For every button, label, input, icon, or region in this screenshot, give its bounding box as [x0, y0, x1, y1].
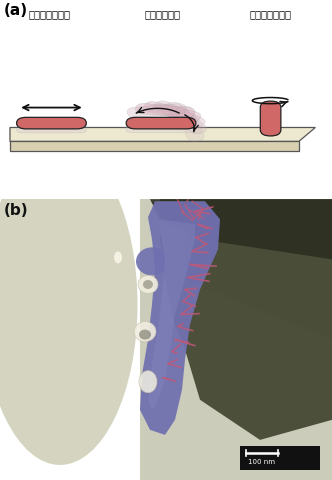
FancyBboxPatch shape: [126, 117, 196, 129]
Text: ピボッティング: ピボッティング: [250, 9, 291, 19]
Ellipse shape: [114, 252, 122, 264]
FancyBboxPatch shape: [176, 106, 204, 141]
FancyBboxPatch shape: [126, 127, 196, 132]
Ellipse shape: [139, 330, 151, 340]
Ellipse shape: [143, 280, 153, 289]
Polygon shape: [148, 219, 195, 410]
FancyBboxPatch shape: [135, 104, 195, 118]
Text: 100 nm: 100 nm: [248, 459, 276, 465]
Ellipse shape: [0, 144, 137, 465]
FancyBboxPatch shape: [17, 127, 86, 133]
Bar: [240, 446, 320, 470]
Text: フリッピング: フリッピング: [145, 9, 181, 19]
FancyBboxPatch shape: [17, 117, 86, 129]
FancyBboxPatch shape: [260, 101, 281, 136]
Polygon shape: [140, 201, 220, 435]
FancyBboxPatch shape: [127, 104, 187, 118]
FancyBboxPatch shape: [260, 127, 281, 132]
FancyBboxPatch shape: [153, 101, 205, 128]
Polygon shape: [150, 199, 332, 259]
Polygon shape: [185, 199, 332, 340]
FancyBboxPatch shape: [143, 102, 201, 122]
Ellipse shape: [134, 322, 156, 342]
FancyBboxPatch shape: [164, 102, 207, 134]
Ellipse shape: [139, 371, 157, 393]
Text: (b): (b): [4, 203, 29, 218]
Ellipse shape: [138, 276, 158, 293]
Ellipse shape: [136, 247, 168, 276]
Bar: [140, 199, 332, 480]
Polygon shape: [10, 128, 315, 142]
Text: スイッチバック: スイッチバック: [29, 9, 71, 19]
Text: (a): (a): [3, 3, 28, 18]
Polygon shape: [10, 142, 299, 151]
Polygon shape: [160, 199, 332, 440]
